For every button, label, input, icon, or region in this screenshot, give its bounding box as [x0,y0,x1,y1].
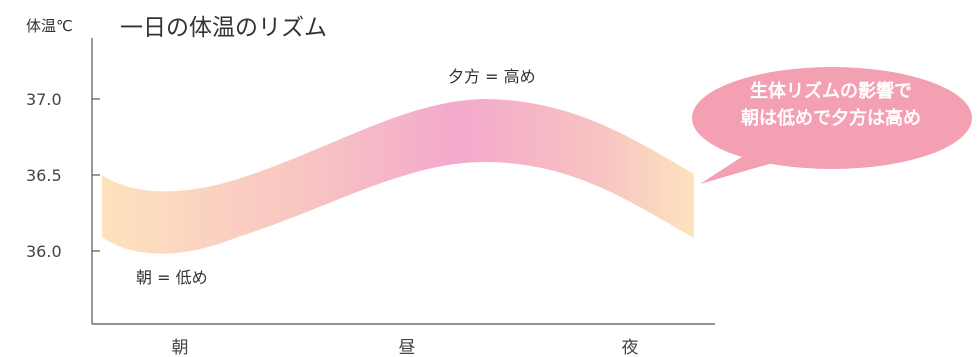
temperature-band [102,99,694,254]
x-tick-label: 昼 [399,338,416,357]
chart-title: 一日の体温のリズム [120,15,327,41]
x-tick-label: 夜 [622,338,639,357]
annotation-high: 夕方 = 高め [448,67,536,86]
annotation-low: 朝 = 低め [136,268,208,287]
y-tick-label: 37.0 [26,90,62,109]
callout-line-2: 朝は低めで夕方は高め [741,108,921,129]
callout-text: 生体リズムの影響で 朝は低めで夕方は高め [696,78,966,132]
y-axis-label: 体温℃ [26,17,73,35]
callout-bubble [692,67,972,184]
callout-line-1: 生体リズムの影響で [750,81,912,102]
x-tick-label: 朝 [172,338,189,357]
y-tick-label: 36.5 [26,166,62,185]
y-tick-label: 36.0 [26,242,62,261]
